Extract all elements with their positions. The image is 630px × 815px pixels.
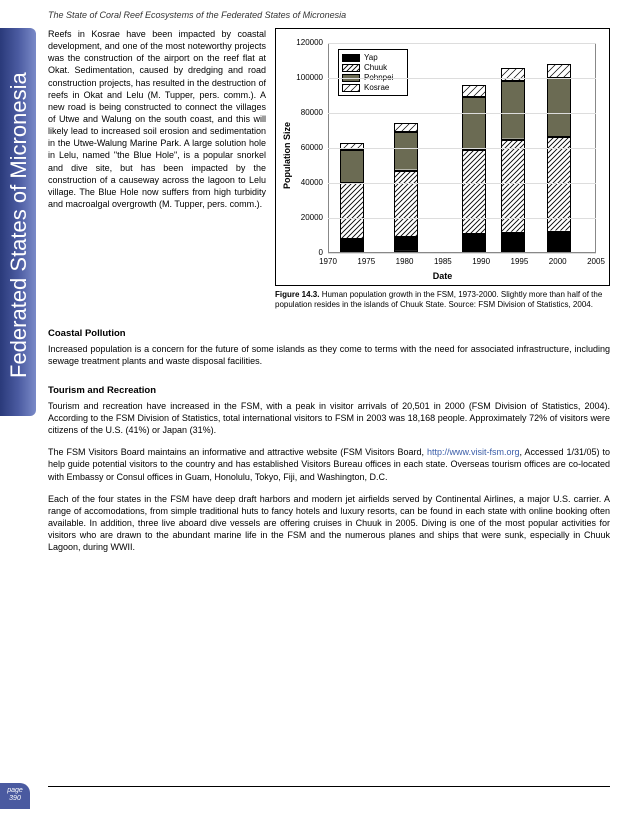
bar-segment-yap: [340, 239, 364, 252]
bar-segment-chuuk: [340, 183, 364, 239]
figure-caption: Figure 14.3. Human population growth in …: [275, 290, 610, 310]
bar-segment-pohnpei: [394, 132, 418, 171]
bar-segment-yap: [547, 232, 571, 252]
y-tick-label: 100000: [283, 73, 323, 82]
x-tick-label: 1975: [351, 257, 381, 266]
section-heading: Tourism and Recreation: [48, 385, 610, 398]
x-tick-label: 1995: [504, 257, 534, 266]
legend-item: Yap: [342, 53, 404, 62]
footer-rule: [48, 786, 610, 787]
bar-segment-kosrae: [501, 68, 525, 81]
section-tourism-recreation: Tourism and Recreation Tourism and recre…: [48, 385, 610, 553]
bar-segment-pohnpei: [501, 81, 525, 140]
section-coastal-pollution: Coastal Pollution Increased population i…: [48, 328, 610, 367]
x-tick-label: 2005: [581, 257, 611, 266]
y-tick-label: 40000: [283, 178, 323, 187]
y-tick-label: 80000: [283, 108, 323, 117]
bar-segment-chuuk: [462, 150, 486, 234]
chart-legend: YapChuukPohnpeiKosrae: [338, 49, 408, 96]
legend-label: Kosrae: [364, 83, 389, 92]
paragraph: Reefs in Kosrae have been impacted by co…: [48, 28, 266, 210]
paragraph: Tourism and recreation have increased in…: [48, 400, 610, 436]
bar-segment-yap: [394, 237, 418, 252]
x-tick-label: 1980: [390, 257, 420, 266]
main-content: Reefs in Kosrae have been impacted by co…: [48, 28, 610, 563]
bar-segment-kosrae: [394, 123, 418, 133]
bar-segment-chuuk: [394, 171, 418, 238]
bar-segment-kosrae: [547, 64, 571, 78]
bar-group: [501, 68, 525, 252]
legend-item: Chuuk: [342, 63, 404, 72]
y-tick-label: 0: [283, 248, 323, 257]
chart-frame: Population Size Date YapChuukPohnpeiKosr…: [275, 28, 610, 286]
running-header: The State of Coral Reef Ecosystems of th…: [48, 10, 346, 20]
text: The FSM Visitors Board maintains an info…: [48, 447, 427, 457]
paragraph: The FSM Visitors Board maintains an info…: [48, 446, 610, 482]
x-tick-label: 2000: [543, 257, 573, 266]
paragraph: Increased population is a concern for th…: [48, 343, 610, 367]
paragraph: Each of the four states in the FSM have …: [48, 493, 610, 554]
legend-swatch: [342, 54, 360, 62]
legend-label: Yap: [364, 53, 378, 62]
x-axis-label: Date: [276, 271, 609, 281]
bar-segment-yap: [501, 233, 525, 252]
section-heading: Coastal Pollution: [48, 328, 610, 341]
y-tick-label: 60000: [283, 143, 323, 152]
x-tick-label: 1990: [466, 257, 496, 266]
figure-caption-lead: Figure 14.3.: [275, 290, 319, 299]
bar-segment-pohnpei: [547, 78, 571, 138]
y-tick-label: 20000: [283, 213, 323, 222]
bar-group: [547, 64, 571, 252]
legend-item: Kosrae: [342, 83, 404, 92]
legend-label: Chuuk: [364, 63, 387, 72]
bar-segment-yap: [462, 234, 486, 252]
bar-group: [394, 123, 418, 253]
figure-14-3: Population Size Date YapChuukPohnpeiKosr…: [275, 28, 610, 310]
legend-swatch: [342, 64, 360, 72]
page-number-badge: page 390: [0, 783, 30, 809]
bar-segment-pohnpei: [462, 97, 486, 150]
bar-segment-pohnpei: [340, 150, 364, 183]
legend-swatch: [342, 84, 360, 92]
link-visit-fsm[interactable]: http://www.visit-fsm.org: [427, 447, 520, 457]
x-tick-label: 1970: [313, 257, 343, 266]
bar-segment-kosrae: [462, 85, 486, 97]
figure-caption-text: Human population growth in the FSM, 1973…: [275, 290, 602, 309]
bar-group: [340, 143, 364, 252]
sidebar-label: Federated States of Micronesia: [6, 72, 32, 378]
page-number: 390: [9, 795, 21, 802]
body-left-column: Reefs in Kosrae have been impacted by co…: [48, 28, 266, 210]
bar-group: [462, 85, 486, 252]
page-label: page: [7, 787, 23, 794]
y-tick-label: 120000: [283, 38, 323, 47]
x-tick-label: 1985: [428, 257, 458, 266]
